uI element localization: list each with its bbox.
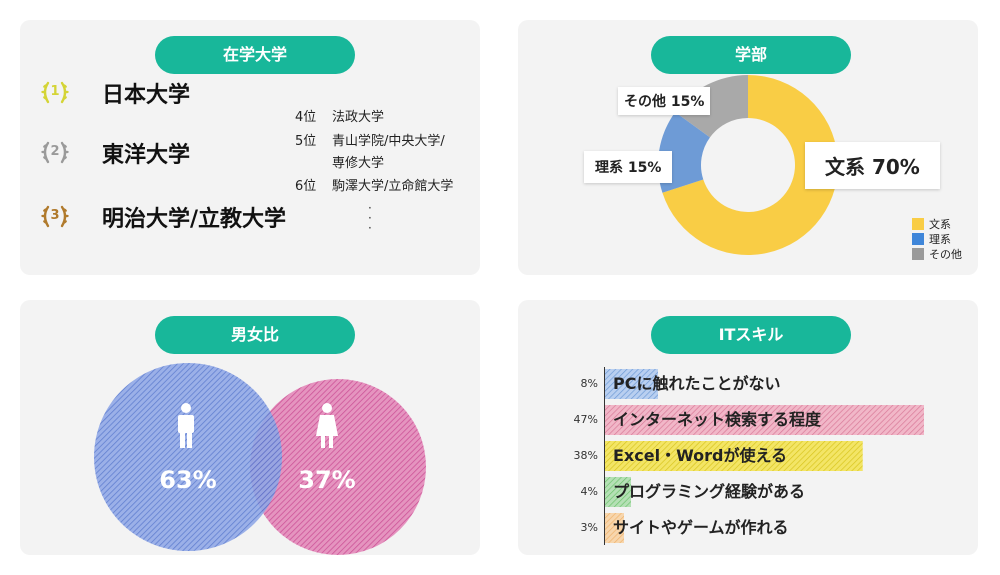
bar-percent: 38% <box>573 449 598 462</box>
female-circle <box>250 379 426 555</box>
rank-number: 1 <box>50 84 60 99</box>
slice-other <box>675 75 748 138</box>
rank-3-badge: 3 <box>38 199 72 233</box>
slice-humanities <box>662 75 838 256</box>
rank-number: 3 <box>50 208 60 223</box>
legend-swatch-humanities <box>912 217 924 230</box>
bar-row: 3% サイトやゲームが作れる <box>518 513 978 543</box>
other-name: 専修大学 <box>332 156 385 171</box>
other-pos: 6位 <box>295 179 317 194</box>
bar-percent: 4% <box>580 485 598 498</box>
bar-label: Excel・Wordが使える <box>613 446 788 465</box>
bar-label: プログラミング経験がある <box>613 482 806 501</box>
male-circle <box>94 363 282 551</box>
male-percent: 63% <box>159 466 216 494</box>
rank-2-badge: 2 <box>38 135 72 169</box>
bar-label: インターネット検索する程度 <box>613 410 822 429</box>
it-skill-title: ITスキル <box>651 316 851 354</box>
gender-venn-chart: 63% 37% <box>94 363 426 555</box>
legend-item: 理系 <box>912 231 962 246</box>
bar-label: PCに触れたことがない <box>613 374 781 393</box>
legend-label: その他 <box>929 247 962 261</box>
label-science: 理系 15% <box>584 151 673 183</box>
bar-percent: 8% <box>580 377 598 390</box>
other-pos: 5位 <box>295 134 317 149</box>
legend-item: その他 <box>912 246 962 261</box>
bar-fill <box>604 477 632 507</box>
bar-percent: 47% <box>573 413 598 426</box>
bar-row: 47% インターネット検索する程度 <box>518 405 978 435</box>
bar-row: 8% PCに触れたことがない <box>518 369 978 399</box>
bar-fill <box>604 405 924 435</box>
other-pos: 4位 <box>295 110 317 125</box>
more-dots: · · · <box>368 201 372 235</box>
legend-swatch-science <box>912 232 924 245</box>
female-percent: 37% <box>298 466 355 494</box>
universities-card: 在学大学 1 日本大学 2 東洋大学 3 明治大学/立教大学 4位 法政大学 5位 青山学… <box>20 20 480 275</box>
faculty-legend: 文系 理系 その他 <box>912 216 962 261</box>
male-icon <box>178 403 194 448</box>
legend-item: 文系 <box>912 216 962 231</box>
bar-fill <box>604 441 863 471</box>
label-other: その他 15% <box>618 87 711 115</box>
faculty-title: 学部 <box>651 36 851 74</box>
legend-label: 理系 <box>929 232 951 246</box>
laurel-icon <box>41 205 69 228</box>
universities-title: 在学大学 <box>155 36 355 74</box>
rank-3-university: 明治大学/立教大学 <box>102 207 287 232</box>
bar-fill <box>604 513 625 543</box>
bar-percent: 3% <box>580 521 598 534</box>
rank-2-university: 東洋大学 <box>102 143 191 168</box>
rank-1-university: 日本大学 <box>102 83 191 108</box>
female-icon <box>316 403 338 448</box>
bar-row: 4% プログラミング経験がある <box>518 477 978 507</box>
gender-title: 男女比 <box>155 316 355 354</box>
bar-row: 38% Excel・Wordが使える <box>518 441 978 471</box>
bar-label: サイトやゲームが作れる <box>613 518 789 537</box>
bar-axis <box>604 367 605 545</box>
bar-fill <box>604 369 659 399</box>
laurel-icon <box>41 141 69 164</box>
laurel-icon <box>41 81 69 104</box>
faculty-card: 学部 文系 70% 理系 15% その他 15% 文系 理系 その他 <box>518 20 978 275</box>
legend-swatch-other <box>912 247 924 260</box>
label-humanities: 文系 70% <box>805 142 940 189</box>
other-name: 駒澤大学/立命館大学 <box>332 179 454 194</box>
it-skill-card: ITスキル 8% PCに触れたことがない 47% インターネット検索する程度 38% Ex… <box>518 300 978 555</box>
other-name: 法政大学 <box>332 110 385 125</box>
rank-number: 2 <box>50 144 60 159</box>
legend-label: 文系 <box>929 217 951 231</box>
rank-1-badge: 1 <box>38 75 72 109</box>
gender-card: 男女比 63% 37% <box>20 300 480 555</box>
other-name: 青山学院/中央大学/ <box>332 134 445 149</box>
